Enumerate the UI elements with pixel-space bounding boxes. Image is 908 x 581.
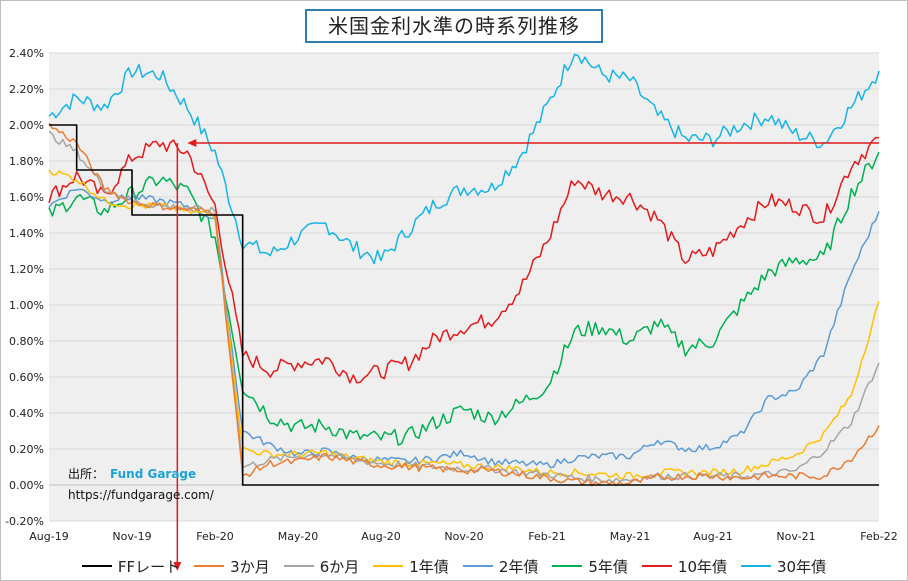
legend-swatch <box>81 565 112 567</box>
legend-item-y2: 2年債 <box>462 556 539 577</box>
x-tick-label: Feb-21 <box>528 530 565 543</box>
legend: FFレート 3か月 6か月 1年債 2年債 5年債 10年債 30年債 <box>0 554 908 578</box>
x-tick-label: Nov-19 <box>112 530 151 543</box>
x-tick-label: Aug-21 <box>693 530 732 543</box>
y-tick-label: 0.00% <box>9 479 44 492</box>
legend-swatch <box>552 565 583 567</box>
x-tick-label: Nov-20 <box>444 530 483 543</box>
series-line-m3 <box>48 122 880 487</box>
x-axis: Aug-19 Nov-19 Feb-20 May-20 Aug-20 Nov-20 Feb-… <box>29 530 897 543</box>
legend-label: 5年債 <box>588 557 628 576</box>
legend-item-y1: 1年債 <box>373 556 449 577</box>
series-line-y2 <box>48 188 880 469</box>
legend-item-y10: 10年債 <box>641 556 727 577</box>
y-tick-label: 0.40% <box>9 407 44 420</box>
y-tick-label: 2.00% <box>9 119 44 132</box>
y-tick-label: 1.40% <box>9 227 44 240</box>
legend-swatch <box>462 565 493 567</box>
chart-title: 米国金利水準の時系列推移 <box>305 9 603 43</box>
horizontal-arrow-head <box>187 139 197 147</box>
x-tick-label: May-20 <box>278 530 319 543</box>
legend-item-ff: FFレート <box>81 556 181 577</box>
legend-label: FFレート <box>117 557 181 576</box>
source-label: 出所： <box>68 467 105 481</box>
series-lines <box>48 53 880 487</box>
legend-swatch <box>194 565 225 567</box>
series-line-y5 <box>48 151 880 446</box>
y-tick-label: 0.60% <box>9 371 44 384</box>
y-tick-label: 0.20% <box>9 443 44 456</box>
x-tick-label: Nov-21 <box>776 530 815 543</box>
y-tick-label: -0.20% <box>5 515 44 528</box>
source-credit: 出所： Fund Garage <box>68 465 196 482</box>
legend-item-m6: 6か月 <box>283 556 360 577</box>
series-line-ff <box>49 124 879 486</box>
x-tick-label: May-21 <box>610 530 651 543</box>
x-tick-label: Aug-20 <box>361 530 400 543</box>
y-tick-label: 0.80% <box>9 335 44 348</box>
y-tick-label: 2.40% <box>9 47 44 60</box>
y-tick-label: 1.20% <box>9 263 44 276</box>
y-tick-label: 1.00% <box>9 299 44 312</box>
legend-label: 1年債 <box>409 557 449 576</box>
legend-label: 2年債 <box>498 557 539 576</box>
legend-item-y5: 5年債 <box>552 556 628 577</box>
legend-item-y30: 30年債 <box>741 556 826 577</box>
legend-label: 10年債 <box>677 557 727 576</box>
legend-label: 30年債 <box>777 557 827 576</box>
vertical-arrow-head <box>173 562 182 571</box>
annotation-arrows <box>173 139 879 571</box>
legend-label: 3か月 <box>230 557 270 576</box>
series-line-y10 <box>48 136 880 384</box>
legend-label: 6か月 <box>319 557 360 576</box>
y-tick-label: 1.60% <box>9 191 44 204</box>
legend-item-m3: 3か月 <box>194 556 270 577</box>
legend-swatch <box>741 565 771 567</box>
source-url: https://fundgarage.com/ <box>68 488 214 502</box>
plot-area <box>49 53 879 521</box>
series-line-y30 <box>48 53 880 265</box>
source-brand: Fund Garage <box>110 467 197 481</box>
x-tick-label: Aug-19 <box>29 530 68 543</box>
legend-swatch <box>641 565 672 567</box>
x-tick-label: Feb-20 <box>196 530 233 543</box>
y-tick-label: 1.80% <box>9 155 44 168</box>
x-tick-label: Feb-22 <box>860 530 897 543</box>
y-axis: -0.20% 0.00% 0.20% 0.40% 0.60% 0.80% 1.00% 1.20… <box>5 47 44 528</box>
legend-swatch <box>283 565 314 567</box>
y-tick-label: 2.20% <box>9 83 44 96</box>
legend-swatch <box>373 565 404 567</box>
